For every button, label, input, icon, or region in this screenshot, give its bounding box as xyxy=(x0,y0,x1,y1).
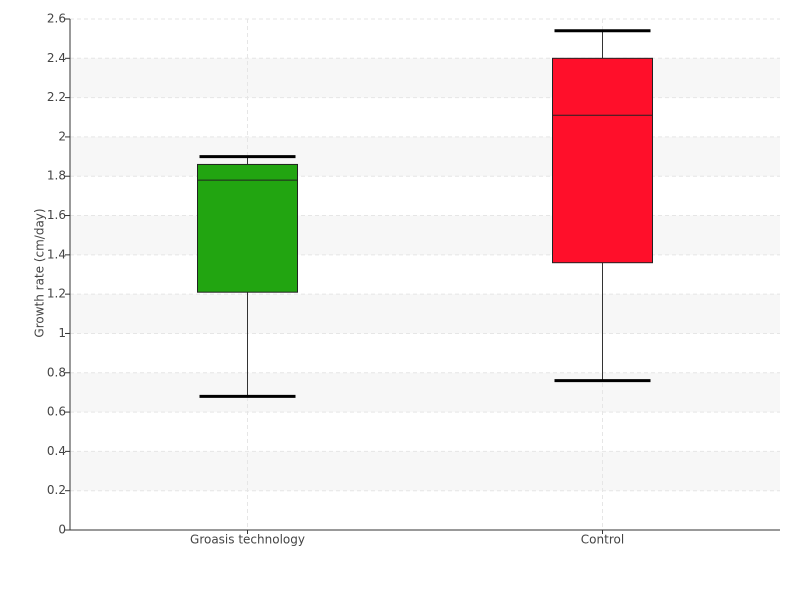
grid-band xyxy=(70,58,780,98)
x-tick-label: Control xyxy=(581,533,624,547)
y-tick-label: 0.6 xyxy=(47,405,66,419)
y-tick-label: 2.6 xyxy=(47,12,66,26)
grid-band xyxy=(70,136,780,177)
y-tick-label: 0.8 xyxy=(47,365,66,379)
y-tick-label: 2.4 xyxy=(47,51,66,65)
x-tick-label: Groasis technology xyxy=(190,533,305,547)
y-tick-label: 2 xyxy=(58,129,66,143)
grid-band xyxy=(70,294,780,334)
box xyxy=(552,57,653,264)
box xyxy=(197,163,298,293)
y-axis-label: Growth rate (cm/day) xyxy=(33,208,47,337)
grid-band xyxy=(70,451,780,491)
grid-band xyxy=(70,372,780,413)
grid-band xyxy=(70,215,780,255)
y-tick-label: 1.8 xyxy=(47,169,66,183)
y-tick-label: 0 xyxy=(58,523,66,537)
y-tick-label: 1.2 xyxy=(47,287,66,301)
y-tick-label: 1.6 xyxy=(47,208,66,222)
y-tick-label: 0.4 xyxy=(47,444,66,458)
y-tick-label: 1.4 xyxy=(47,247,66,261)
y-tick-label: 1 xyxy=(58,326,66,340)
y-tick-label: 2.2 xyxy=(47,90,66,104)
y-tick-label: 0.2 xyxy=(47,483,66,497)
